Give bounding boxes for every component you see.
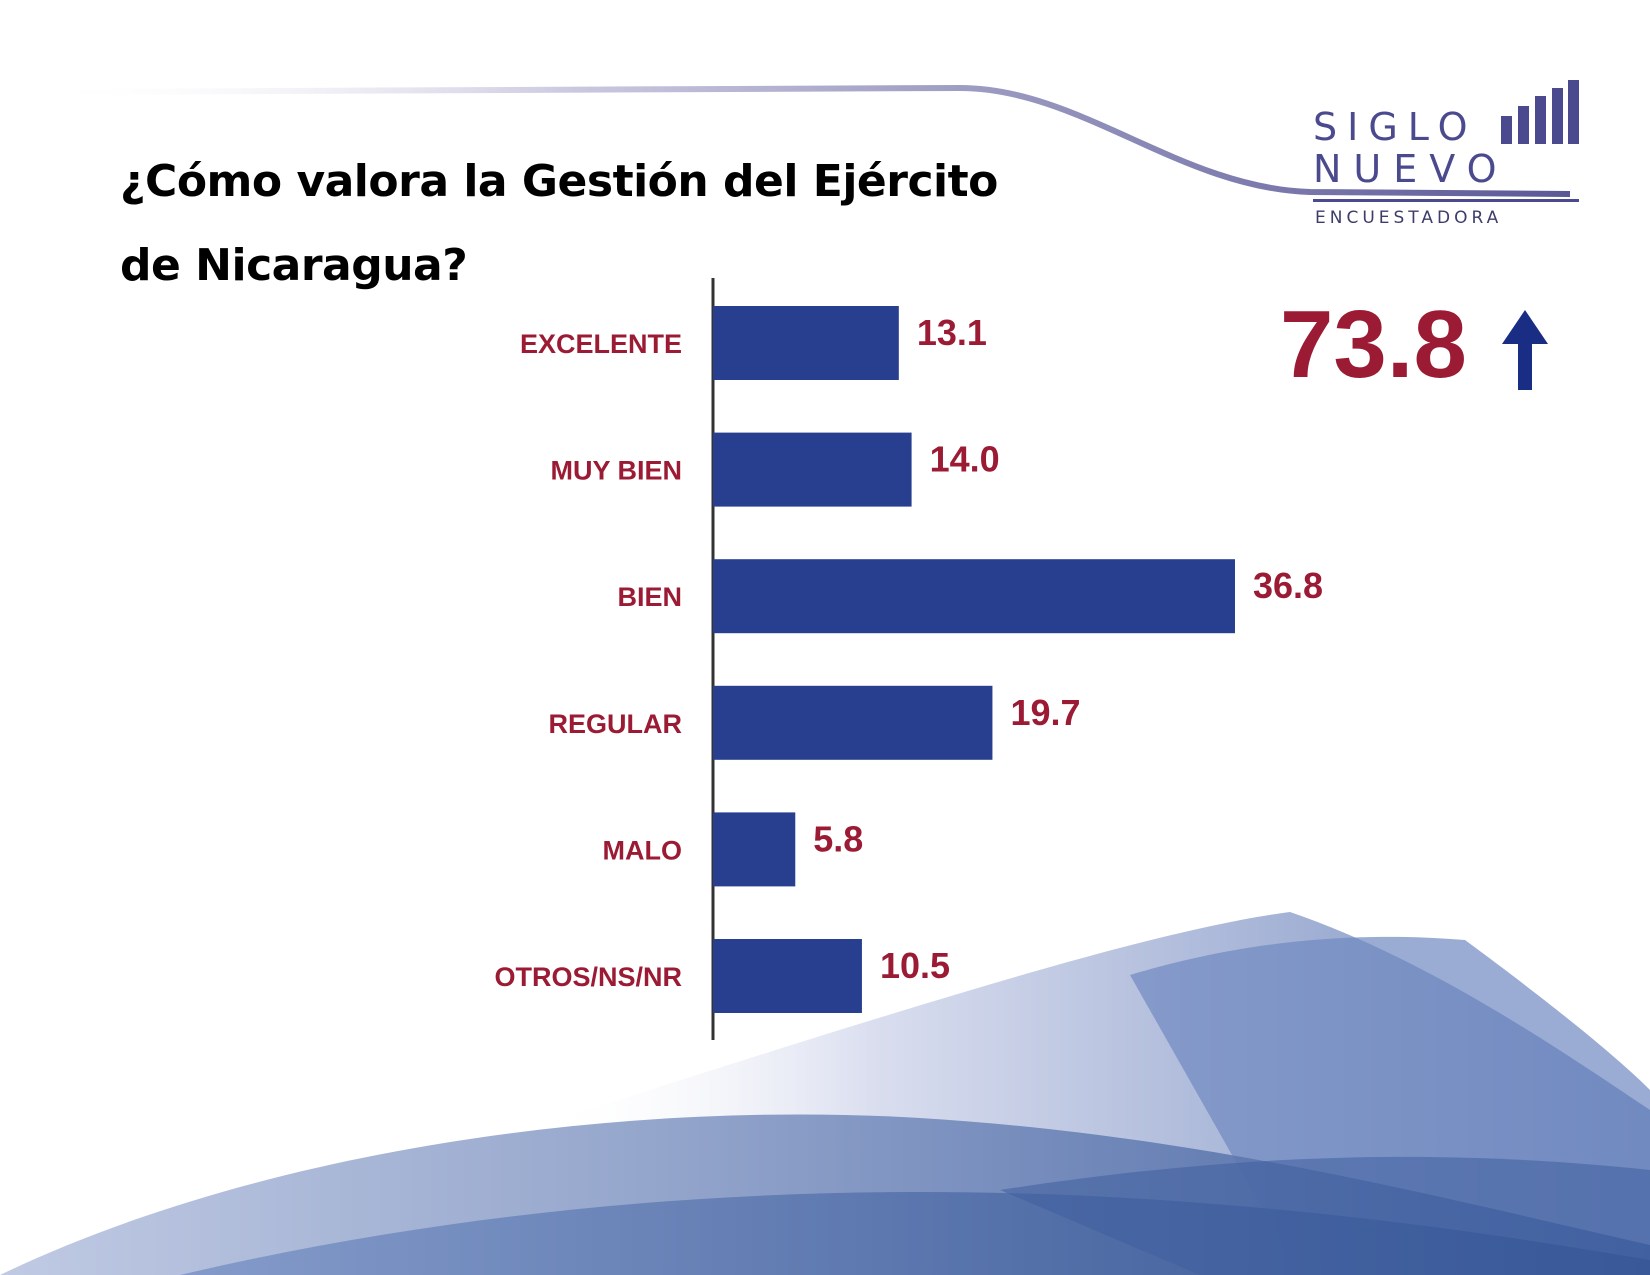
title-line-2: de Nicaragua? bbox=[120, 239, 468, 291]
logo-tagline: ENCUESTADORA bbox=[1315, 208, 1503, 228]
up-arrow-icon bbox=[1502, 310, 1548, 390]
value-label-0: 13.1 bbox=[917, 312, 987, 353]
logo-divider bbox=[1313, 199, 1579, 202]
logo-line-1: SIGLO bbox=[1313, 105, 1478, 149]
bar-1 bbox=[713, 432, 912, 507]
bar-3 bbox=[713, 685, 993, 760]
value-label-1: 14.0 bbox=[930, 439, 1000, 480]
bar-5 bbox=[713, 939, 862, 1013]
category-label-2: BIEN bbox=[617, 582, 682, 612]
category-label-5: OTROS/NS/NR bbox=[494, 962, 682, 992]
bar-0 bbox=[713, 306, 899, 380]
title-line-1: ¿Cómo valora la Gestión del Ejército bbox=[120, 156, 998, 207]
category-label-3: REGULAR bbox=[549, 709, 683, 739]
value-label-3: 19.7 bbox=[1010, 692, 1080, 733]
category-label-1: MUY BIEN bbox=[550, 456, 682, 486]
category-label-0: EXCELENTE bbox=[520, 329, 682, 359]
value-label-4: 5.8 bbox=[813, 818, 863, 859]
value-label-2: 36.8 bbox=[1253, 565, 1323, 606]
logo-line-2: NUEVO bbox=[1313, 147, 1509, 191]
page-title: ¿Cómo valora la Gestión del Ejército de … bbox=[120, 140, 1020, 307]
summary-total: 73.8 bbox=[1280, 291, 1467, 398]
bar-4 bbox=[713, 812, 796, 887]
category-label-4: MALO bbox=[603, 835, 682, 865]
bar-2 bbox=[713, 559, 1235, 634]
logo-bars-icon bbox=[1501, 80, 1579, 144]
value-label-5: 10.5 bbox=[880, 945, 950, 986]
logo: SIGLO NUEVO ENCUESTADORA bbox=[1305, 80, 1585, 230]
